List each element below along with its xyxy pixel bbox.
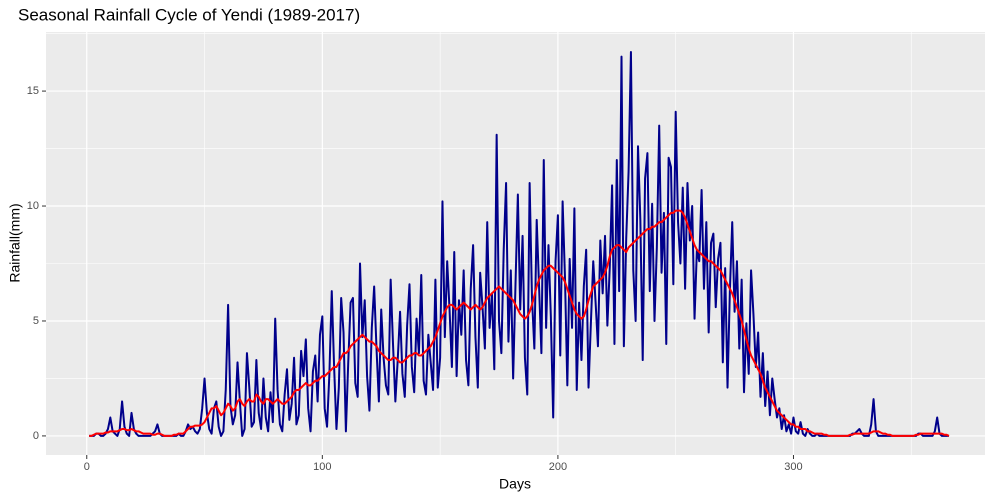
x-tick-label: 100 [313, 461, 331, 473]
plot-panel [46, 32, 985, 455]
x-tick-label: 200 [549, 461, 567, 473]
series-line [89, 51, 949, 437]
y-tick-label: 5 [33, 315, 39, 327]
y-axis-title: Rainfall(mm) [7, 203, 23, 282]
y-tick-label: 0 [33, 430, 39, 442]
y-tick-label: 15 [27, 85, 39, 97]
x-axis-title: Days [499, 476, 531, 492]
series-line [89, 209, 950, 437]
lines [89, 51, 950, 437]
x-tick-label: 0 [84, 461, 90, 473]
y-tick-label: 10 [27, 200, 39, 212]
chart-title: Seasonal Rainfall Cycle of Yendi (1989-2… [18, 5, 360, 24]
x-tick-label: 300 [784, 461, 802, 473]
